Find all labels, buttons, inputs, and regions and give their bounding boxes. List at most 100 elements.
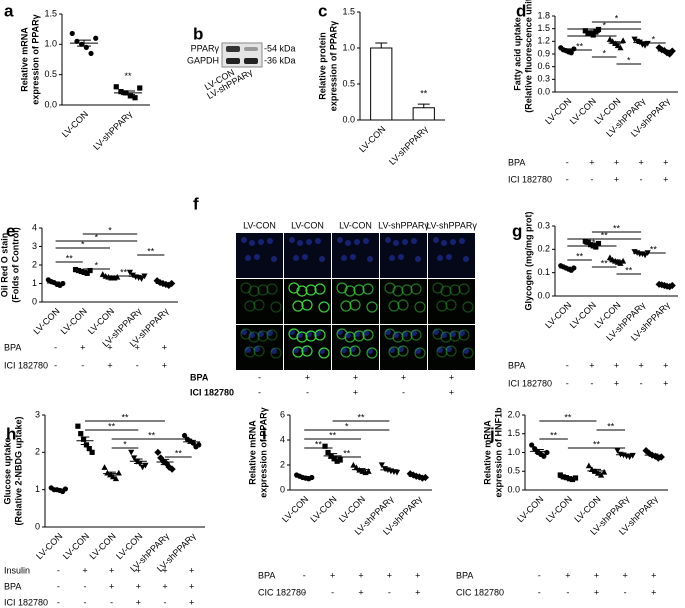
y-tick-label: 0.0 bbox=[44, 99, 57, 109]
y-axis-label: Glucose uptake bbox=[2, 437, 12, 504]
condition-mark: + bbox=[162, 342, 167, 352]
nucleus bbox=[254, 346, 260, 352]
data-point bbox=[86, 446, 92, 452]
panel-letter: b bbox=[193, 24, 203, 43]
bracket-label: ** bbox=[601, 258, 609, 268]
data-point bbox=[568, 50, 574, 56]
bracket-label: * bbox=[615, 13, 619, 23]
condition-mark: + bbox=[622, 570, 627, 580]
error-bar bbox=[375, 42, 388, 48]
condition-mark: - bbox=[538, 570, 541, 580]
condition-mark: + bbox=[387, 570, 392, 580]
condition-mark: + bbox=[82, 565, 87, 575]
band bbox=[226, 46, 240, 52]
condition-mark: - bbox=[331, 587, 334, 597]
nucleus bbox=[345, 240, 351, 246]
y-tick-label: 1.8 bbox=[537, 10, 550, 20]
panel-letter: e bbox=[6, 221, 15, 240]
condition-mark: + bbox=[358, 587, 363, 597]
nucleus bbox=[271, 256, 277, 262]
condition-label: Insulin bbox=[4, 565, 30, 575]
condition-mark: + bbox=[614, 174, 619, 184]
condition-mark: - bbox=[566, 360, 569, 370]
y-axis-label: (Folds of Control) bbox=[10, 227, 20, 302]
nucleus bbox=[463, 348, 469, 354]
data-point bbox=[127, 93, 133, 99]
y-axis-label: Oil Red O stain bbox=[0, 233, 9, 298]
column-label: LV-CON bbox=[339, 220, 372, 230]
data-point bbox=[541, 453, 547, 459]
lipid bbox=[296, 285, 308, 297]
condition-mark: - bbox=[624, 587, 627, 597]
nucleus bbox=[398, 254, 404, 260]
x-tick-label: LV-CON bbox=[280, 494, 310, 524]
error-bar bbox=[134, 458, 143, 465]
bracket-label: ** bbox=[175, 448, 183, 458]
nucleus bbox=[241, 329, 247, 335]
condition-label: BPA bbox=[456, 570, 473, 580]
y-tick-label: 4 bbox=[32, 222, 37, 232]
y-tick-label: 2.0 bbox=[507, 409, 520, 419]
data-point bbox=[142, 462, 149, 469]
lipid bbox=[240, 282, 252, 294]
error-bar bbox=[587, 31, 596, 34]
y-tick-label: 0.0 bbox=[537, 290, 550, 300]
nucleus bbox=[249, 332, 255, 338]
condition-mark: - bbox=[54, 360, 57, 370]
nucleus bbox=[315, 238, 321, 244]
lipid bbox=[353, 330, 365, 342]
condition-mark: + bbox=[449, 387, 454, 397]
error-bar bbox=[612, 41, 621, 45]
y-tick-label: 1 bbox=[32, 278, 37, 288]
condition-mark: - bbox=[590, 174, 593, 184]
data-point bbox=[569, 476, 576, 483]
lipid bbox=[440, 285, 452, 297]
error-bar bbox=[51, 281, 60, 285]
condition-label: BPA bbox=[4, 581, 21, 591]
x-tick-label: LV-CON bbox=[87, 531, 117, 561]
condition-mark: + bbox=[353, 387, 358, 397]
bracket-label: * bbox=[81, 239, 85, 249]
error-bar bbox=[78, 270, 88, 273]
data-point bbox=[101, 464, 108, 470]
bracket-label: ** bbox=[576, 251, 584, 261]
error-bar bbox=[120, 90, 136, 96]
condition-label: ICI 182780 bbox=[190, 387, 234, 397]
data-point bbox=[84, 270, 90, 276]
x-tick-label: LV-CON bbox=[308, 494, 338, 524]
y-tick-label: 0.2 bbox=[537, 244, 550, 254]
error-bar bbox=[384, 468, 394, 472]
condition-label: ICI 182780 bbox=[508, 174, 552, 184]
data-point bbox=[130, 455, 138, 462]
nucleus bbox=[241, 237, 247, 243]
bracket-label: ** bbox=[607, 421, 615, 431]
y-axis-label: Fatty acid uptake bbox=[512, 17, 522, 91]
error-bar bbox=[417, 103, 430, 108]
y-tick-label: 0.3 bbox=[537, 220, 550, 230]
y-tick-label: 3 bbox=[32, 241, 37, 251]
nucleus bbox=[450, 331, 456, 337]
condition-mark: + bbox=[80, 342, 85, 352]
y-tick-label: 1.0 bbox=[342, 42, 355, 52]
panel-letter: c bbox=[318, 1, 327, 20]
bracket-label: ** bbox=[576, 41, 584, 51]
condition-mark: + bbox=[136, 581, 141, 591]
data-point bbox=[69, 30, 75, 37]
y-tick-label: 1.5 bbox=[342, 6, 355, 16]
bracket-label: ** bbox=[650, 244, 658, 254]
lipid bbox=[397, 299, 409, 311]
condition-mark: - bbox=[402, 387, 405, 397]
error-bar bbox=[160, 282, 169, 285]
nucleus bbox=[459, 330, 465, 336]
condition-mark: + bbox=[162, 581, 167, 591]
condition-mark: - bbox=[303, 570, 306, 580]
error-bar bbox=[413, 475, 423, 478]
lipid bbox=[366, 347, 378, 359]
data-point bbox=[83, 44, 89, 50]
nucleus bbox=[319, 256, 325, 262]
nucleus bbox=[450, 239, 456, 245]
data-point bbox=[132, 95, 138, 101]
bracket-label: * bbox=[95, 232, 99, 242]
nucleus bbox=[415, 256, 421, 262]
condition-mark: - bbox=[640, 174, 643, 184]
